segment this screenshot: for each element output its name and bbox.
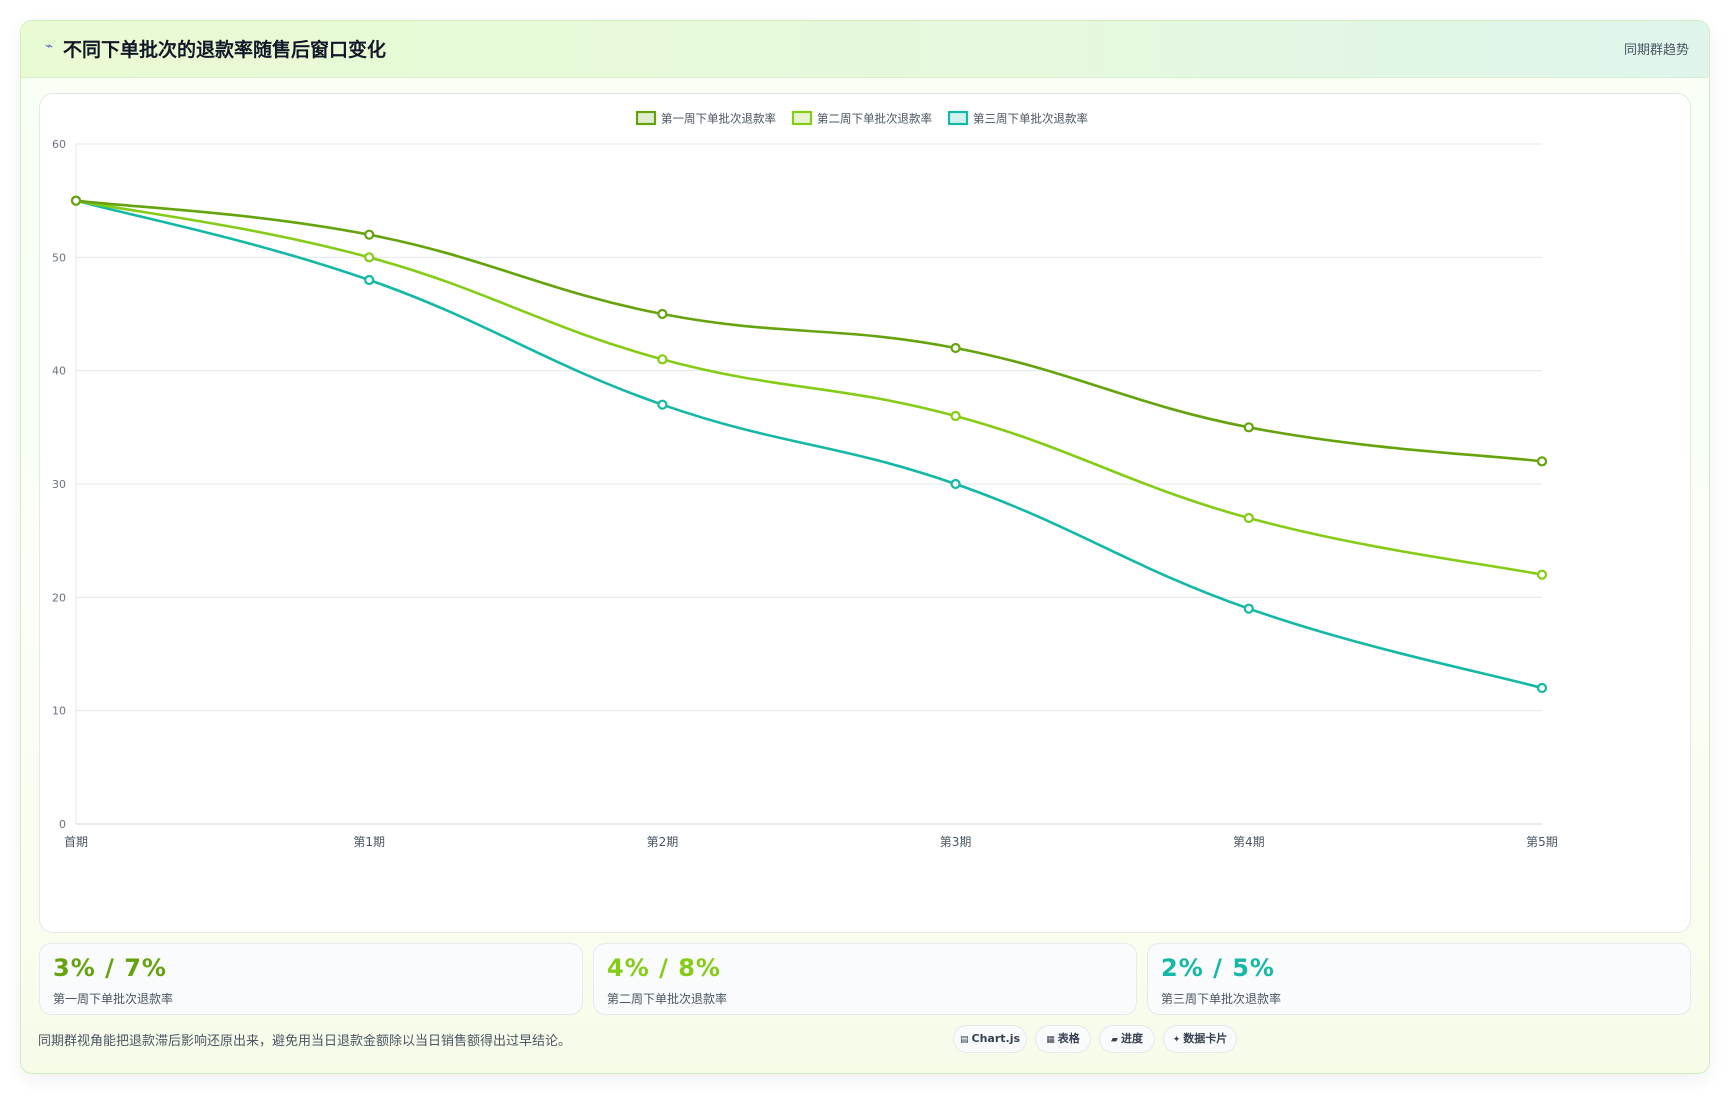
chart-card: ⌁ 不同下单批次的退款率随售后窗口变化 同期群趋势 0 10 20 30 40 50 60 首… <box>20 20 1710 1074</box>
series-line-3 <box>75 199 1543 690</box>
data-point <box>657 354 668 365</box>
chip-datacard[interactable]: ✦ 数据卡片 <box>1163 1025 1237 1053</box>
stat-label: 第三周下单批次退款率 <box>1161 992 1282 1006</box>
chip-chartjs[interactable]: ▤ Chart.js <box>953 1025 1027 1053</box>
legend-label: 第一周下单批次退款率 <box>661 112 776 126</box>
data-point <box>950 410 961 422</box>
chip-label: 表格 <box>1057 1032 1080 1045</box>
card-header: ⌁ 不同下单批次的退款率随售后窗口变化 同期群趋势 <box>21 21 1709 78</box>
x-tick-label: 第5期 <box>1526 835 1558 849</box>
y-tick-label: 60 <box>52 138 66 151</box>
data-point <box>657 399 668 410</box>
stat-card-week2: 4% / 8% 第二周下单批次退款率 <box>593 943 1137 1015</box>
footnote: 同期群视角能把退款滞后影响还原出来，避免用当日退款金额除以当日销售额得出过早结论… <box>38 1034 572 1049</box>
data-point <box>1536 682 1548 694</box>
header-tag: 同期群趋势 <box>1623 43 1689 58</box>
data-point <box>657 308 668 320</box>
data-point <box>364 252 375 263</box>
progress-icon: ▰ <box>1111 1035 1118 1045</box>
x-tick-label: 第2期 <box>647 835 679 849</box>
stat-label: 第二周下单批次退款率 <box>607 992 728 1006</box>
card-title: 不同下单批次的退款率随售后窗口变化 <box>63 39 387 61</box>
chart-icon: ▤ <box>959 1035 969 1045</box>
data-point <box>1243 422 1254 433</box>
data-point <box>1536 569 1548 580</box>
stat-value: 4% / 8% <box>607 954 721 982</box>
legend-label: 第二周下单批次退款率 <box>817 112 932 126</box>
sparkle-icon: ✦ <box>1172 1035 1181 1045</box>
x-tick-label: 首期 <box>64 835 88 849</box>
chip-table[interactable]: ▦ 表格 <box>1035 1025 1091 1053</box>
legend-label: 第三周下单批次退款率 <box>973 112 1088 126</box>
stat-label: 第一周下单批次退款率 <box>53 992 174 1006</box>
chip-progress[interactable]: ▰ 进度 <box>1099 1025 1155 1053</box>
x-tick-label: 第4期 <box>1233 835 1265 849</box>
stat-cards: 3% / 7% 第一周下单批次退款率 4% / 8% 第二周下单批次退款率 2%… <box>39 943 1691 1017</box>
chip-label: 进度 <box>1120 1032 1143 1045</box>
legend-swatch <box>791 110 813 126</box>
chip-label: 数据卡片 <box>1183 1032 1228 1045</box>
data-point <box>1243 512 1254 524</box>
stat-value: 2% / 5% <box>1161 954 1275 982</box>
chip-label: Chart.js <box>971 1032 1021 1045</box>
stat-card-week3: 2% / 5% 第三周下单批次退款率 <box>1147 943 1691 1015</box>
y-tick-label: 50 <box>52 251 66 264</box>
y-tick-label: 0 <box>59 818 66 831</box>
data-point <box>70 195 82 206</box>
x-tick-label: 第1期 <box>353 835 385 849</box>
data-point <box>950 478 961 490</box>
data-point <box>364 274 375 286</box>
data-point <box>1536 456 1548 467</box>
data-point <box>364 229 375 240</box>
y-tick-label: 40 <box>52 365 66 378</box>
y-tick-label: 20 <box>52 591 66 604</box>
y-tick-label: 10 <box>52 705 66 718</box>
chart-area: 0 10 20 30 40 50 60 首期 第1期 第2期 第3期 第4期 第5期 第一周下单批次退款率… <box>39 93 1691 933</box>
stat-value: 3% / 7% <box>53 954 167 982</box>
x-tick-label: 第3期 <box>940 835 972 849</box>
series-line-2 <box>75 199 1543 576</box>
y-tick-label: 30 <box>52 478 66 491</box>
series-line-1 <box>75 199 1543 463</box>
table-icon: ▦ <box>1046 1035 1055 1045</box>
legend-swatch <box>635 110 657 126</box>
trend-icon: ⌁ <box>45 39 53 54</box>
data-point <box>1243 603 1254 614</box>
data-point <box>950 342 961 354</box>
legend-swatch <box>947 110 969 126</box>
stat-card-week1: 3% / 7% 第一周下单批次退款率 <box>39 943 583 1015</box>
line-chart: 0 10 20 30 40 50 60 首期 第1期 第2期 第3期 第4期 第5期 第一周下单批次退款率… <box>52 110 1558 849</box>
